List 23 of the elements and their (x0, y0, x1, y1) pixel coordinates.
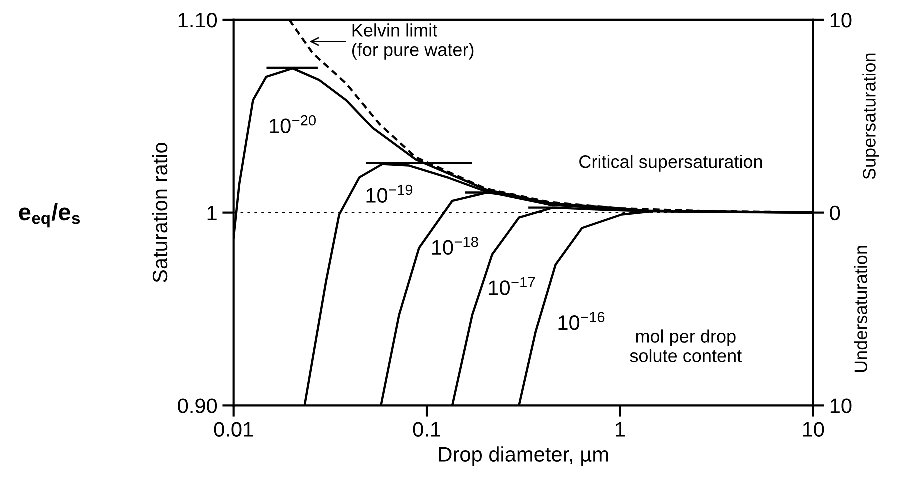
x-tick-label: 10 (803, 422, 824, 437)
y2-axis-title: Supersaturation (862, 54, 880, 180)
y2-tick-label: 10 (830, 12, 852, 28)
x-tick-label: 0.1 (413, 422, 440, 437)
annotation: mol per drop solute content (630, 330, 742, 362)
annotation: 10$^{−18}$ (432, 236, 478, 256)
x-axis-title: Drop diameter, µm (439, 446, 608, 466)
x-tick-label: 0.01 (214, 422, 254, 437)
y-axis-title: Saturation ratio (152, 143, 168, 283)
y-tick-label: 1.10 (178, 12, 218, 28)
text: e$_{eq}$/e$_{s}$ (19, 203, 80, 228)
y2-tick-label: 10 (830, 398, 852, 414)
annotation: 10$^{−16}$ (558, 312, 605, 330)
y2-tick-label: 0 (830, 206, 840, 221)
x-tick-label: 1 (616, 422, 625, 437)
y-tick-label: 0.90 (178, 398, 218, 414)
y-tick-label: 1 (208, 206, 217, 220)
annotation: Kelvin limit (for pure water) (352, 24, 474, 60)
annotation: Critical supersaturation (580, 155, 762, 172)
annotation: 10$^{−19}$ (366, 184, 413, 203)
text: Undersaturation (854, 246, 868, 372)
annotation: 10$^{−20}$ (270, 115, 316, 134)
annotation: 10$^{−17}$ (489, 277, 536, 296)
